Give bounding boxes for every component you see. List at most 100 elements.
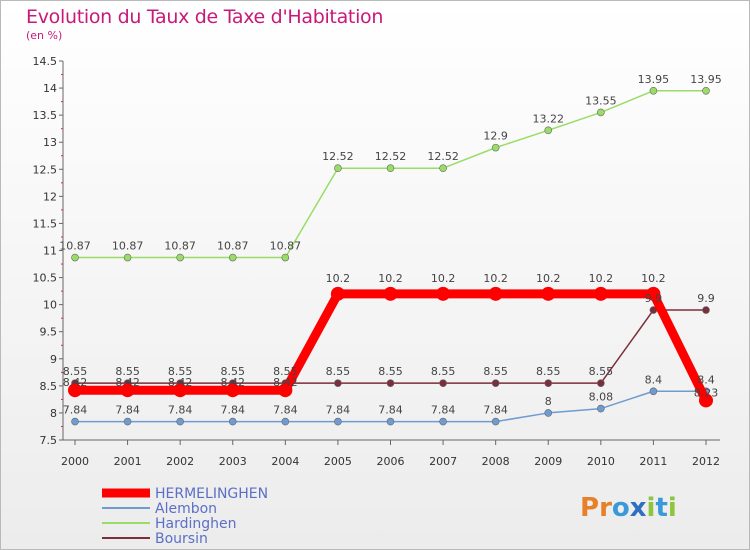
- data-point: [439, 417, 447, 426]
- x-tick-label: 2003: [219, 455, 247, 468]
- data-point: [71, 253, 79, 262]
- data-label: 8.55: [536, 365, 561, 378]
- x-tick-label: 2005: [324, 455, 352, 468]
- data-label: 8.55: [589, 365, 614, 378]
- data-label: 7.84: [483, 404, 508, 417]
- data-label: 10.2: [326, 272, 351, 285]
- data-label: 12.52: [375, 150, 407, 163]
- proxiti-logo: Proxiti: [580, 493, 677, 523]
- data-point: [491, 379, 500, 387]
- data-label: 12.9: [483, 130, 508, 143]
- y-tick-label: 10: [43, 299, 57, 312]
- data-label: 8.55: [63, 365, 88, 378]
- y-tick-label: 12: [43, 190, 57, 203]
- data-label: 13.95: [638, 73, 670, 86]
- data-point: [649, 86, 658, 95]
- legend-label: Alembon: [155, 501, 217, 517]
- data-point: [281, 417, 290, 426]
- data-point: [120, 383, 135, 398]
- series-line-hardinghen: [75, 90, 706, 259]
- x-tick-label: 2002: [166, 455, 194, 468]
- data-label: 8.55: [483, 365, 508, 378]
- data-point: [544, 379, 553, 387]
- data-label: 8: [545, 395, 552, 408]
- x-tick-label: 2008: [482, 455, 510, 468]
- data-label: 10.87: [112, 240, 144, 253]
- x-tick-label: 2007: [429, 455, 457, 468]
- data-label: 8.08: [589, 391, 614, 404]
- y-tick-label: 10.5: [33, 272, 58, 285]
- data-point: [334, 417, 342, 426]
- y-tick-label: 13: [43, 136, 57, 149]
- data-point: [439, 379, 447, 387]
- data-point: [386, 164, 395, 173]
- data-point: [383, 286, 398, 301]
- data-point: [71, 417, 79, 426]
- data-label: 8.55: [326, 365, 351, 378]
- y-tick-label: 11: [43, 245, 57, 258]
- data-label: 10.2: [536, 272, 561, 285]
- legend-label: Hardinghen: [155, 516, 237, 532]
- data-label: 8.55: [378, 365, 403, 378]
- data-point: [699, 393, 713, 408]
- data-label: 10.87: [164, 240, 196, 253]
- data-point: [123, 417, 132, 426]
- data-label: 7.84: [326, 404, 351, 417]
- data-point: [176, 253, 184, 262]
- data-point: [225, 383, 240, 398]
- data-label: 10.87: [217, 240, 249, 253]
- data-label: 13.95: [690, 73, 722, 86]
- data-point: [386, 417, 395, 426]
- y-tick-label: 14.5: [33, 55, 58, 68]
- y-tick-label: 9: [50, 353, 57, 366]
- x-tick-label: 2006: [377, 455, 405, 468]
- data-point: [702, 86, 710, 95]
- chart-subtitle: (en %): [26, 29, 63, 42]
- data-point: [439, 164, 447, 173]
- logo-text: Proxiti: [580, 493, 677, 523]
- data-point: [278, 383, 293, 398]
- data-label: 7.84: [63, 404, 88, 417]
- data-label: 8.55: [168, 365, 193, 378]
- data-label: 9.9: [645, 292, 663, 305]
- legend-label: Boursin: [155, 531, 208, 547]
- data-label: 13.22: [533, 112, 565, 125]
- data-point: [649, 387, 658, 396]
- x-tick-label: 2004: [271, 455, 299, 468]
- chart-title: Evolution du Taux de Taxe d'Habitation: [26, 6, 384, 28]
- data-point: [281, 253, 290, 262]
- data-point: [386, 379, 395, 387]
- data-label: 8.4: [645, 373, 663, 386]
- y-tick-label: 11.5: [33, 217, 58, 230]
- data-label: 8.42: [221, 376, 246, 389]
- data-point: [123, 253, 132, 262]
- data-label: 10.2: [483, 272, 508, 285]
- data-point: [173, 383, 188, 398]
- x-tick-label: 2010: [587, 455, 615, 468]
- y-tick-label: 7.5: [40, 434, 58, 447]
- data-label: 7.84: [378, 404, 403, 417]
- y-tick-label: 12.5: [33, 163, 58, 176]
- data-label: 12.52: [322, 150, 354, 163]
- data-label: 8.42: [115, 376, 140, 389]
- data-point: [228, 253, 237, 262]
- data-label: 8.42: [168, 376, 193, 389]
- data-label: 7.84: [431, 404, 456, 417]
- data-point: [702, 306, 710, 314]
- data-point: [436, 286, 451, 301]
- data-point: [334, 164, 342, 173]
- data-label: 7.84: [221, 404, 246, 417]
- y-tick-label: 9.5: [40, 326, 58, 339]
- data-label: 8.42: [273, 376, 298, 389]
- data-point: [491, 143, 500, 152]
- x-tick-label: 2001: [114, 455, 142, 468]
- data-label: 10.2: [641, 272, 666, 285]
- data-label: 8.42: [63, 376, 88, 389]
- y-tick-label: 8: [50, 407, 57, 420]
- data-labels: 8.42 8.42 8.42 8.42 8.42 10.2 10.2 10.2 10.2 10.2…: [59, 73, 722, 417]
- data-point: [544, 126, 553, 135]
- data-point: [334, 379, 342, 387]
- data-point: [646, 286, 661, 301]
- x-tick-label: 2009: [534, 455, 562, 468]
- legend-label: HERMELINGHEN: [155, 486, 268, 502]
